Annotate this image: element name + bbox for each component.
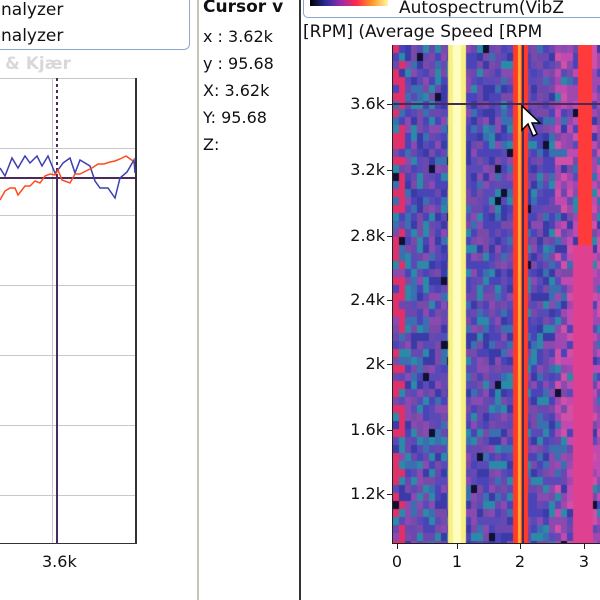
- cursor-X: X: 3.62k: [203, 81, 270, 100]
- colorbar-label: Autospectrum(VibZ: [399, 0, 564, 18]
- cursor-v-line: [522, 45, 524, 543]
- cursor-Y: Y: 95.68: [203, 108, 267, 127]
- legend-item[interactable]: nalyzer: [1, 0, 64, 20]
- panel-divider[interactable]: [299, 0, 301, 600]
- y-tick: 1.2k: [350, 484, 385, 503]
- mouse-pointer-icon: [521, 104, 542, 138]
- cursor-h-line: [393, 103, 600, 105]
- axis-title: [RPM] (Average Speed [RPM: [303, 22, 543, 42]
- cursor-y: y : 95.68: [203, 54, 274, 73]
- colorbar-legend: Autospectrum(VibZ: [303, 0, 600, 18]
- spectrum-traces: [0, 78, 136, 544]
- blue-trace: [0, 154, 136, 200]
- spectrogram-heatmap[interactable]: [393, 45, 600, 543]
- y-tick: 2.4k: [350, 290, 385, 309]
- y-tick: 2.8k: [350, 226, 385, 245]
- legend-item[interactable]: nalyzer: [1, 26, 64, 46]
- y-tick: 1.6k: [350, 420, 385, 439]
- cursor-values-panel: Cursor v x : 3.62k y : 95.68 X: 3.62k Y:…: [197, 0, 302, 600]
- y-tick: 2k: [365, 354, 385, 373]
- legend-box: nalyzer nalyzer: [0, 0, 190, 50]
- y-tick: 3.6k: [350, 94, 385, 113]
- cursor-x: x : 3.62k: [203, 27, 273, 46]
- x-tick: 2: [514, 552, 526, 571]
- watermark: & Kjær: [5, 54, 71, 74]
- orange-trace: [0, 155, 134, 201]
- left-x-tick: 3.6k: [42, 552, 77, 571]
- x-tick: 1: [451, 552, 463, 571]
- cursor-values-title: Cursor v: [203, 0, 284, 17]
- colorbar: [310, 0, 388, 6]
- x-tick: 0: [391, 552, 403, 571]
- left-plot-area[interactable]: [0, 78, 137, 544]
- cursor-Z: Z:: [203, 135, 220, 154]
- x-tick: 3: [578, 552, 590, 571]
- y-tick: 3.2k: [350, 160, 385, 179]
